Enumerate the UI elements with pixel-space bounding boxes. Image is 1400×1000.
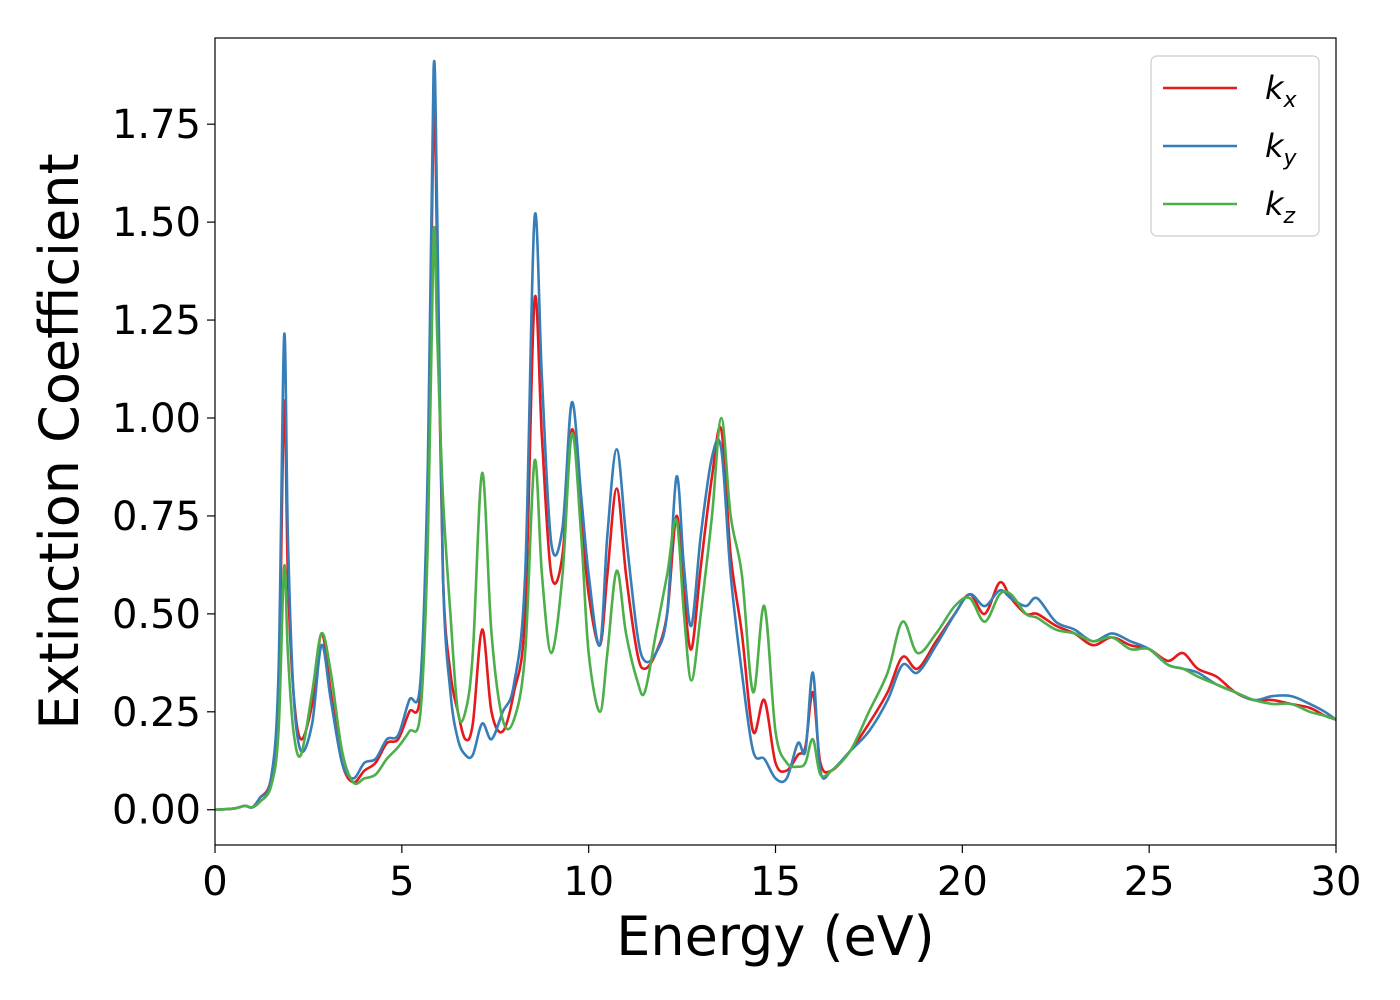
- y-tick-label: 1.00: [112, 396, 201, 442]
- x-tick-label: 25: [1124, 859, 1175, 905]
- y-tick-label: 1.25: [112, 298, 201, 344]
- y-tick-label: 0.25: [112, 690, 201, 736]
- y-axis-ticks: 0.00 0.25 0.50 0.75 1.00 1.25 1.50 1.75: [112, 102, 215, 834]
- y-tick-label: 1.75: [112, 102, 201, 148]
- y-tick-label: 0.75: [112, 494, 201, 540]
- y-axis-title: Extinction Coefficient: [28, 153, 91, 729]
- y-tick-label: 0.50: [112, 592, 201, 638]
- x-tick-label: 10: [563, 859, 614, 905]
- series-layer: [215, 59, 1336, 812]
- x-tick-label: 5: [389, 859, 414, 905]
- legend-label-x: kx: [1265, 69, 1298, 113]
- y-tick-label: 1.50: [112, 200, 201, 246]
- series-line-z: [215, 225, 1336, 812]
- legend-label-y: ky: [1265, 127, 1298, 171]
- legend-label-z: kz: [1265, 185, 1296, 229]
- x-tick-label: 30: [1311, 859, 1362, 905]
- x-axis-title: Energy (eV): [616, 905, 935, 968]
- series-line-y: [215, 59, 1336, 812]
- x-axis-ticks: 0 5 10 15 20 25 30: [202, 845, 1361, 905]
- x-tick-label: 20: [937, 859, 988, 905]
- y-tick-label: 0.00: [112, 788, 201, 834]
- x-tick-label: 15: [750, 859, 801, 905]
- x-tick-label: 0: [202, 859, 227, 905]
- legend: kx ky kz: [1150, 55, 1320, 237]
